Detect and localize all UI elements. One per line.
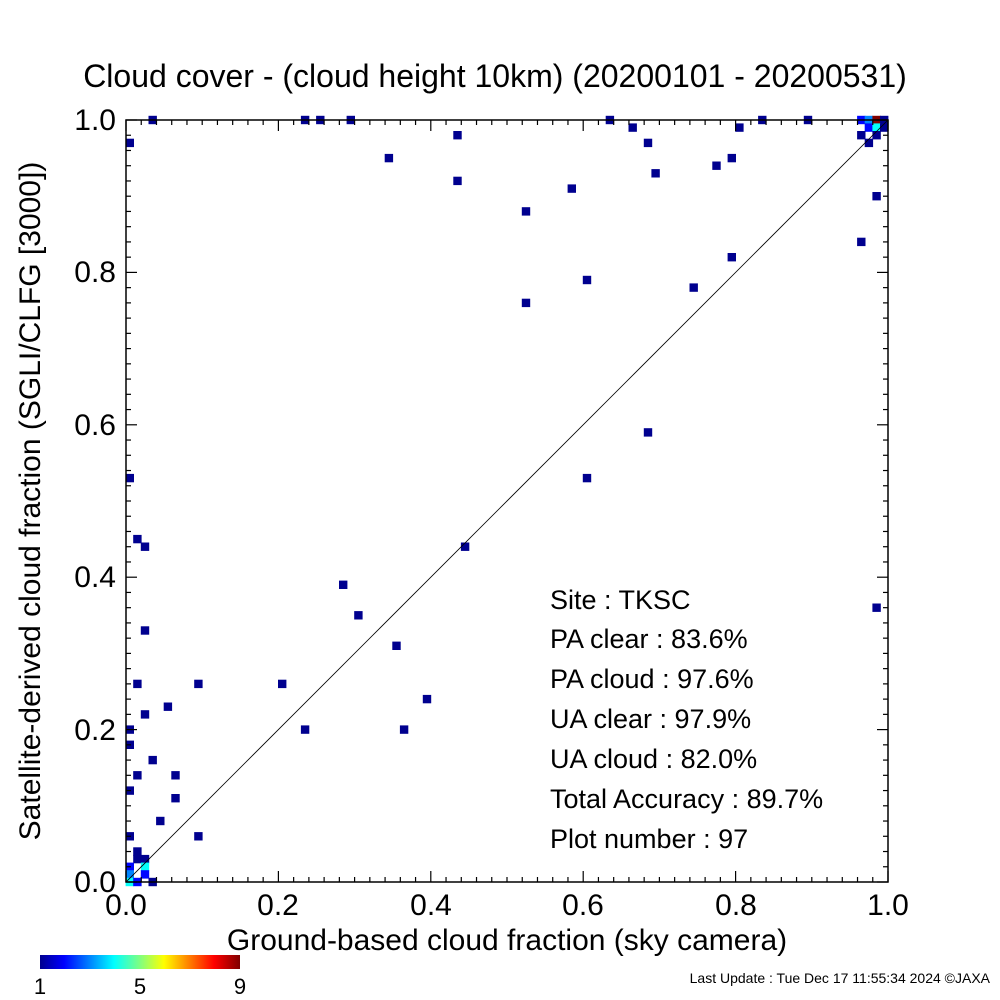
heatmap-cell (278, 679, 287, 689)
heatmap-cell (567, 184, 576, 193)
stats-site: Site : TKSC (550, 585, 691, 615)
heatmap-cell (156, 816, 165, 826)
heatmap-cell (140, 626, 150, 635)
y-tick-label: 0.6 (74, 409, 116, 442)
y-axis-title: Satellite-derived cloud fraction (SGLI/C… (14, 162, 47, 841)
heatmap-cell (864, 123, 874, 132)
heatmap-cell (339, 580, 348, 589)
heatmap-cell (125, 473, 134, 483)
heatmap-cell (392, 641, 401, 650)
heatmap-cell (857, 237, 866, 247)
colorbar-label-min: 1 (34, 974, 46, 999)
heatmap-cell (125, 870, 134, 879)
x-tick-label: 0.8 (715, 889, 757, 922)
heatmap-cell (133, 847, 142, 856)
heatmap-cell (171, 771, 180, 780)
y-tick-label: 0.2 (74, 714, 116, 747)
y-tick-label: 0.4 (74, 561, 116, 594)
x-axis-tick-labels: 0.0 0.2 0.4 0.6 0.8 1.0 (105, 889, 909, 922)
heatmap-cell (689, 283, 698, 292)
heatmap-cell (582, 275, 592, 285)
y-tick-label: 0.0 (74, 866, 116, 899)
stats-plot-number: Plot number : 97 (550, 824, 748, 854)
stats-total-accuracy: Total Accuracy : 89.7% (550, 784, 823, 814)
heatmap-cell (194, 832, 203, 841)
heatmap-cell (643, 428, 653, 437)
last-update-text: Last Update : Tue Dec 17 11:55:34 2024 ©… (690, 970, 991, 986)
heatmap-cell (140, 862, 150, 871)
heatmap-cell (125, 138, 134, 148)
heatmap-cell (735, 123, 744, 132)
heatmap-cell (140, 710, 150, 719)
heatmap-cell (300, 725, 310, 734)
colorbar (40, 955, 240, 969)
heatmap-cell (727, 153, 736, 163)
heatmap-cell (133, 679, 142, 689)
heatmap-cell (872, 192, 881, 201)
x-tick-label: 0.0 (105, 889, 147, 922)
heatmap-cell (354, 611, 363, 620)
stats-ua-cloud: UA cloud : 82.0% (550, 744, 757, 774)
heatmap-cell (582, 473, 592, 483)
colorbar-label-max: 9 (234, 974, 246, 999)
x-tick-label: 0.4 (410, 889, 452, 922)
heatmap-cell (857, 131, 866, 140)
heatmap-cell (140, 854, 150, 864)
y-tick-label: 1.0 (74, 104, 116, 137)
x-tick-label: 1.0 (867, 889, 909, 922)
heatmap-cell (712, 161, 721, 170)
heatmap-cell (140, 542, 150, 551)
heatmap-cell (864, 138, 874, 148)
heatmap-cell (194, 679, 203, 689)
heatmap-cell (133, 534, 142, 544)
axis-ticks (125, 119, 889, 883)
heatmap-cell (384, 153, 394, 163)
y-axis-tick-labels: 0.0 0.2 0.4 0.6 0.8 1.0 (74, 104, 116, 899)
heatmap-cell (521, 298, 531, 308)
one-to-one-line (125, 119, 889, 883)
heatmap-cell (133, 771, 142, 780)
heatmap-cell (872, 603, 881, 612)
colorbar-label-mid: 5 (134, 974, 146, 999)
heatmap-cell (140, 870, 150, 879)
heatmap-cell (422, 694, 432, 704)
heatmap-cell (872, 131, 881, 140)
heatmap-cell (872, 123, 881, 132)
heatmap-cell (460, 542, 470, 551)
heatmap-cell (453, 131, 462, 140)
heatmap-cell (163, 702, 173, 711)
stats-ua-clear: UA clear : 97.9% (550, 704, 751, 734)
heatmap-cell (399, 725, 409, 734)
heatmap-cell (880, 123, 889, 132)
heatmap-cell (133, 854, 142, 864)
chart-title: Cloud cover - (cloud height 10km) (20200… (83, 58, 907, 94)
x-tick-label: 0.2 (257, 889, 299, 922)
heatmap-cell (651, 169, 660, 178)
x-tick-label: 0.6 (562, 889, 604, 922)
heatmap-cell (148, 755, 157, 765)
heatmap-cell (643, 138, 653, 148)
heatmap-cell (727, 253, 736, 262)
y-tick-label: 0.8 (74, 256, 116, 289)
heatmap-cell (171, 794, 180, 803)
stats-pa-clear: PA clear : 83.6% (550, 624, 748, 654)
stats-pa-cloud: PA cloud : 97.6% (550, 664, 754, 694)
heatmap-cell (453, 176, 462, 186)
heatmap-cell (628, 123, 637, 132)
heatmap-cell (521, 207, 531, 216)
stats-panel: Site : TKSC PA clear : 83.6% PA cloud : … (550, 585, 823, 854)
x-axis-title: Ground-based cloud fraction (sky camera) (227, 924, 787, 957)
